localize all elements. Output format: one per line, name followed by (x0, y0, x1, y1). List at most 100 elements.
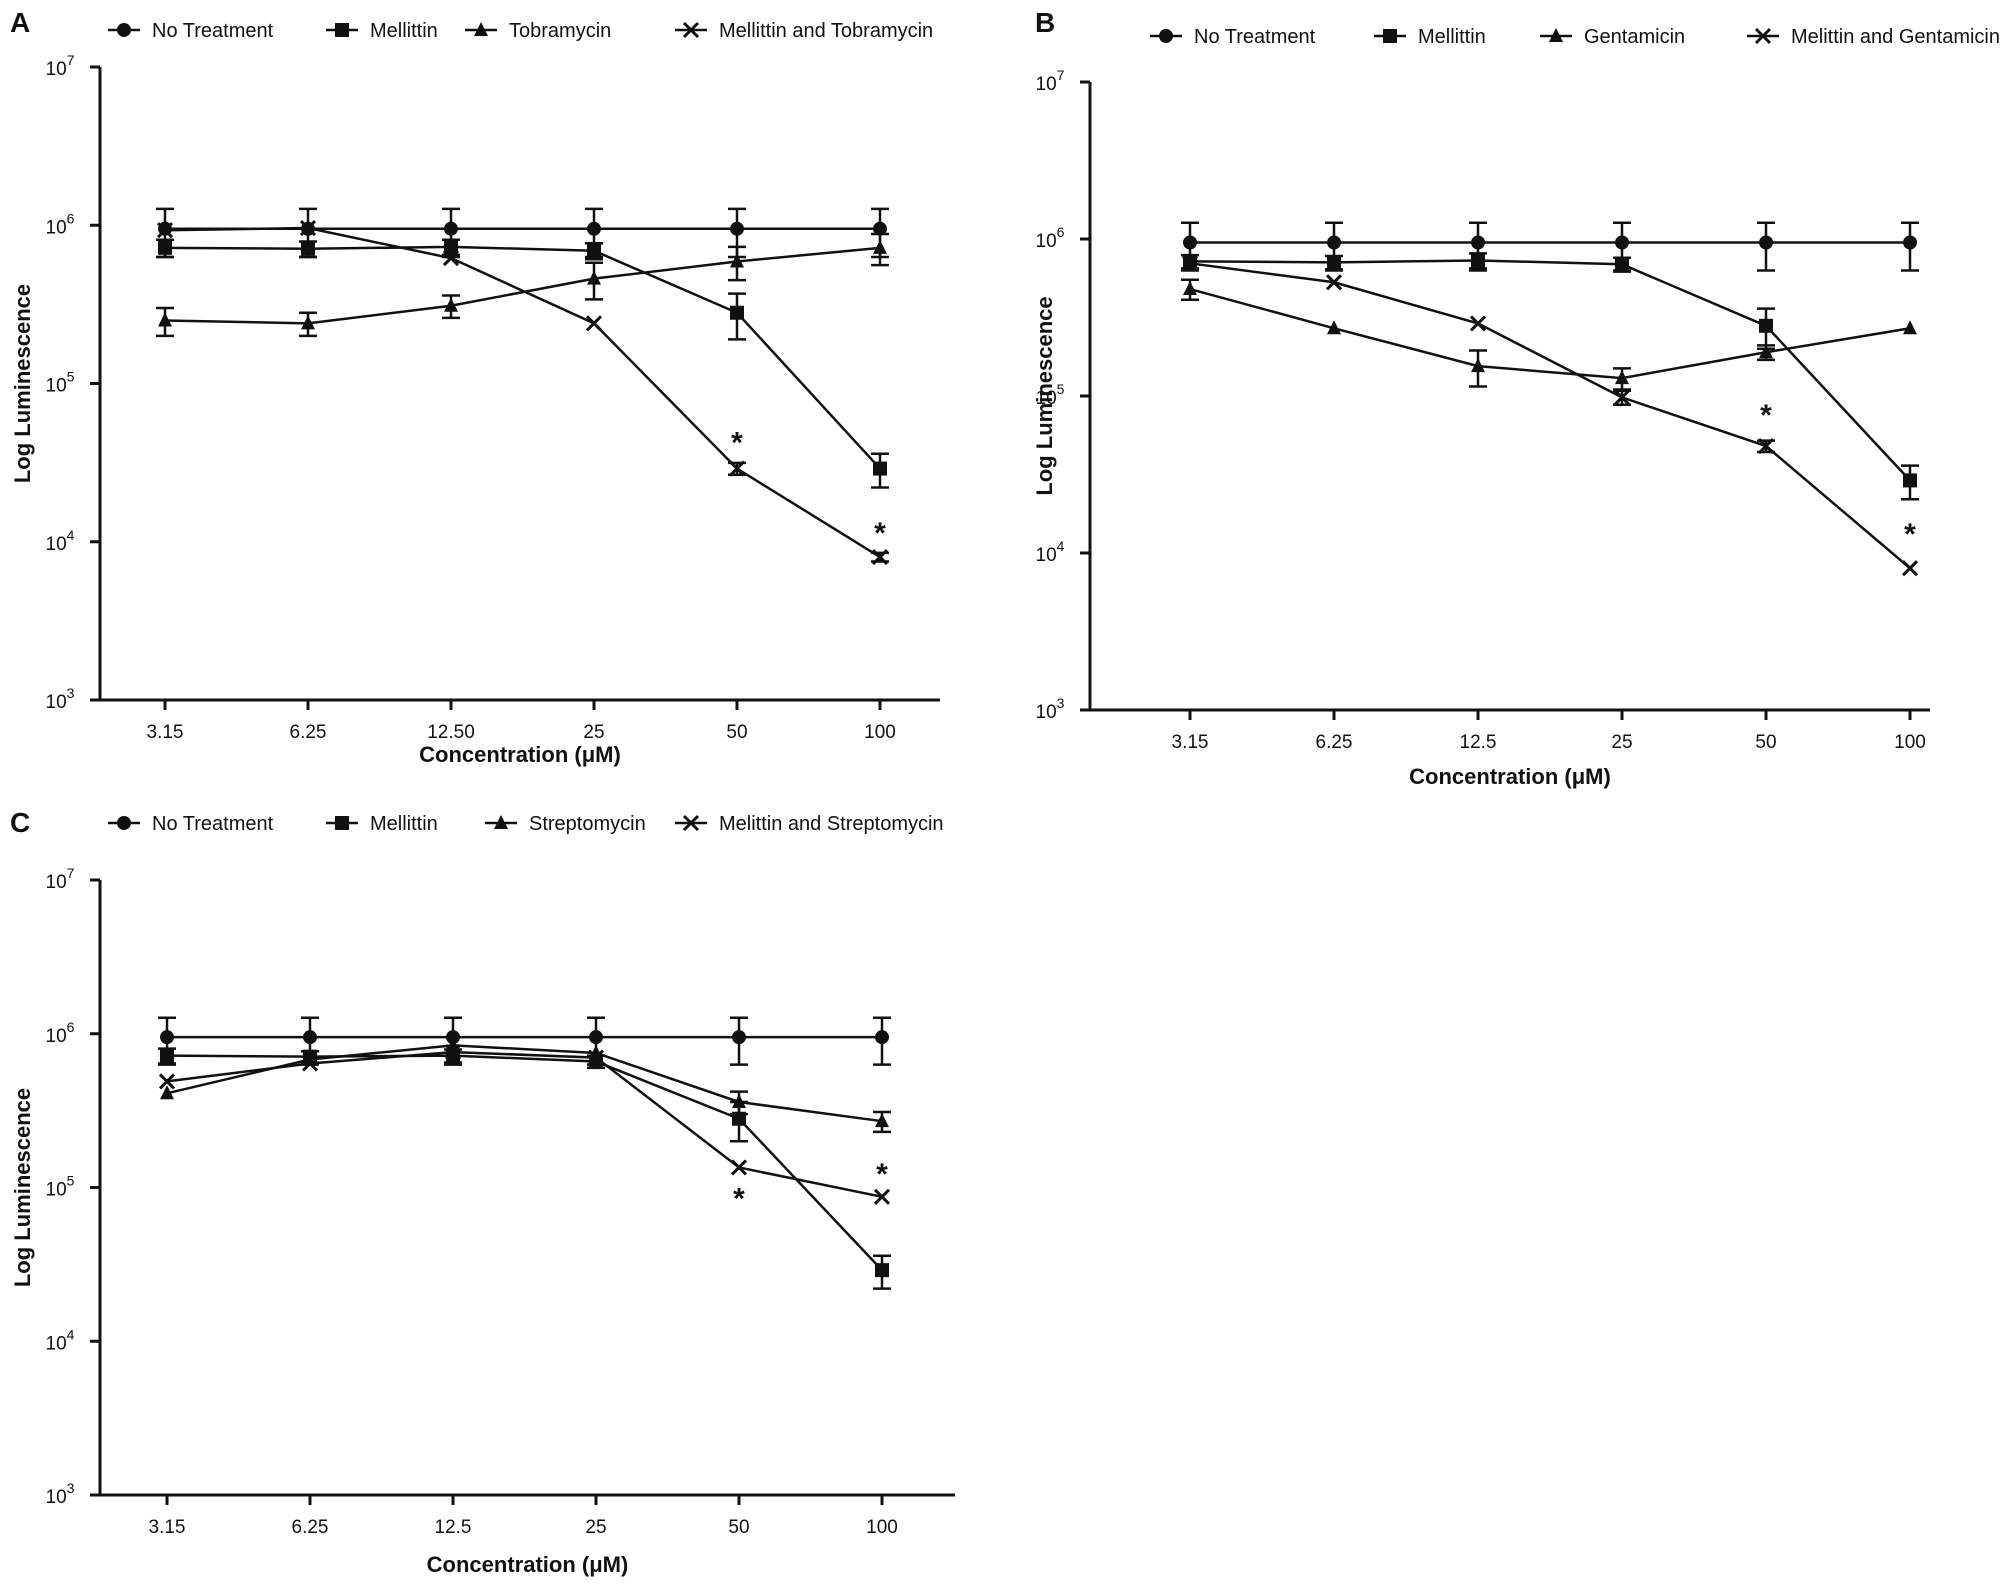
data-point (160, 1030, 174, 1045)
y-tick-exponent: 3 (67, 685, 75, 701)
legend-marker (1383, 29, 1397, 43)
x-tick-label: 3.15 (1172, 732, 1209, 753)
x-tick-label: 50 (1755, 732, 1776, 753)
legend-marker (1159, 29, 1173, 43)
x-tick-label: 100 (864, 722, 896, 743)
panel-letter: C (10, 807, 30, 838)
data-point (158, 312, 172, 327)
series-melittin-and-gentamicin (1181, 255, 1919, 577)
data-point (158, 1073, 176, 1090)
legend-entry: Mellittin (326, 20, 438, 42)
x-tick-label: 12.5 (1460, 732, 1497, 753)
legend-label: Streptomycin (529, 813, 646, 835)
y-tick-label: 105 (46, 369, 75, 397)
y-tick-base: 10 (46, 1180, 67, 1201)
y-tick-label: 106 (46, 210, 75, 238)
data-point (1757, 437, 1775, 455)
legend-entry: Streptomycin (485, 813, 646, 835)
y-tick-base: 10 (1036, 545, 1057, 566)
legend-label: Mellittin (1418, 26, 1486, 48)
legend-entry: Mellittin (1374, 26, 1486, 48)
significance-star: * (876, 1158, 888, 1191)
series-line (164, 226, 881, 559)
series-line (1189, 287, 1911, 380)
series-gentamicin (1181, 278, 1917, 391)
data-point (1759, 318, 1773, 333)
data-point (1471, 358, 1485, 373)
y-tick-label: 104 (46, 1326, 75, 1354)
series-line (1189, 259, 1911, 482)
series-mellittin-and-tobramycin (156, 219, 889, 566)
series-line (164, 245, 881, 470)
data-point (444, 1044, 462, 1061)
series-mellittin (156, 238, 889, 489)
data-point (1327, 235, 1341, 250)
series-line (166, 1054, 883, 1272)
series-line (1189, 262, 1911, 570)
x-tick-label: 50 (726, 722, 747, 743)
y-tick-base: 10 (46, 217, 67, 238)
y-tick-exponent: 5 (67, 369, 75, 385)
data-point (1183, 281, 1197, 296)
x-tick-label: 6.25 (290, 722, 327, 743)
series-streptomycin (160, 1037, 891, 1134)
significance-star: * (733, 1183, 745, 1216)
legend-entry: Melittin and Streptomycin (675, 813, 944, 835)
y-tick-base: 10 (1036, 388, 1057, 409)
x-axis-label: Concentration (μM) (419, 742, 621, 767)
y-tick-base: 10 (46, 1026, 67, 1047)
legend-label: Melittin and Gentamicin (1791, 26, 2000, 48)
y-tick-label: 106 (46, 1019, 75, 1047)
legend-marker (494, 815, 508, 829)
y-tick-exponent: 6 (1057, 224, 1065, 240)
data-point (160, 1048, 174, 1063)
data-point (873, 1188, 891, 1205)
legend-marker (1549, 28, 1563, 42)
legend-label: Mellittin and Tobramycin (719, 20, 933, 42)
y-tick-label: 107 (46, 52, 75, 80)
legend-marker (682, 21, 700, 39)
y-axis-label: Log Luminescence (1032, 296, 1057, 495)
data-point (1325, 274, 1343, 291)
data-point (1615, 257, 1629, 272)
x-axis-label: Concentration (μM) (427, 1552, 629, 1577)
data-point (446, 1030, 460, 1045)
data-point (1903, 235, 1917, 250)
x-tick-label: 12.5 (435, 1517, 472, 1538)
data-point (301, 241, 315, 256)
legend-marker (117, 816, 131, 830)
data-point (730, 221, 744, 236)
x-axis-label: Concentration (μM) (1409, 764, 1611, 789)
panel-letter: A (10, 7, 30, 38)
y-tick-base: 10 (46, 1487, 67, 1508)
y-tick-label: 103 (46, 685, 75, 713)
significance-star: * (1904, 518, 1916, 551)
legend-label: Mellittin (370, 813, 438, 835)
data-point (1183, 235, 1197, 250)
y-tick-base: 10 (46, 1333, 67, 1354)
y-tick-label: 104 (46, 527, 75, 555)
significance-star: * (1760, 399, 1772, 432)
y-tick-base: 10 (46, 872, 67, 893)
y-tick-base: 10 (1036, 702, 1057, 723)
data-point (873, 461, 887, 476)
data-point (1181, 255, 1199, 272)
y-tick-exponent: 7 (1057, 67, 1065, 83)
x-tick-label: 25 (1611, 732, 1632, 753)
data-point (587, 270, 601, 285)
panel-letter: B (1035, 7, 1055, 38)
series-mellittin (1181, 252, 1919, 501)
data-point (1469, 315, 1487, 332)
y-tick-label: 104 (1036, 538, 1065, 566)
y-axis-label: Log Luminescence (10, 1088, 35, 1287)
x-tick-label: 25 (583, 722, 604, 743)
legend-label: No Treatment (152, 813, 274, 835)
y-tick-exponent: 5 (67, 1173, 75, 1189)
y-tick-base: 10 (46, 534, 67, 555)
y-tick-label: 107 (46, 865, 75, 893)
series-line (166, 1050, 883, 1199)
data-point (1471, 235, 1485, 250)
y-tick-exponent: 4 (67, 527, 75, 543)
